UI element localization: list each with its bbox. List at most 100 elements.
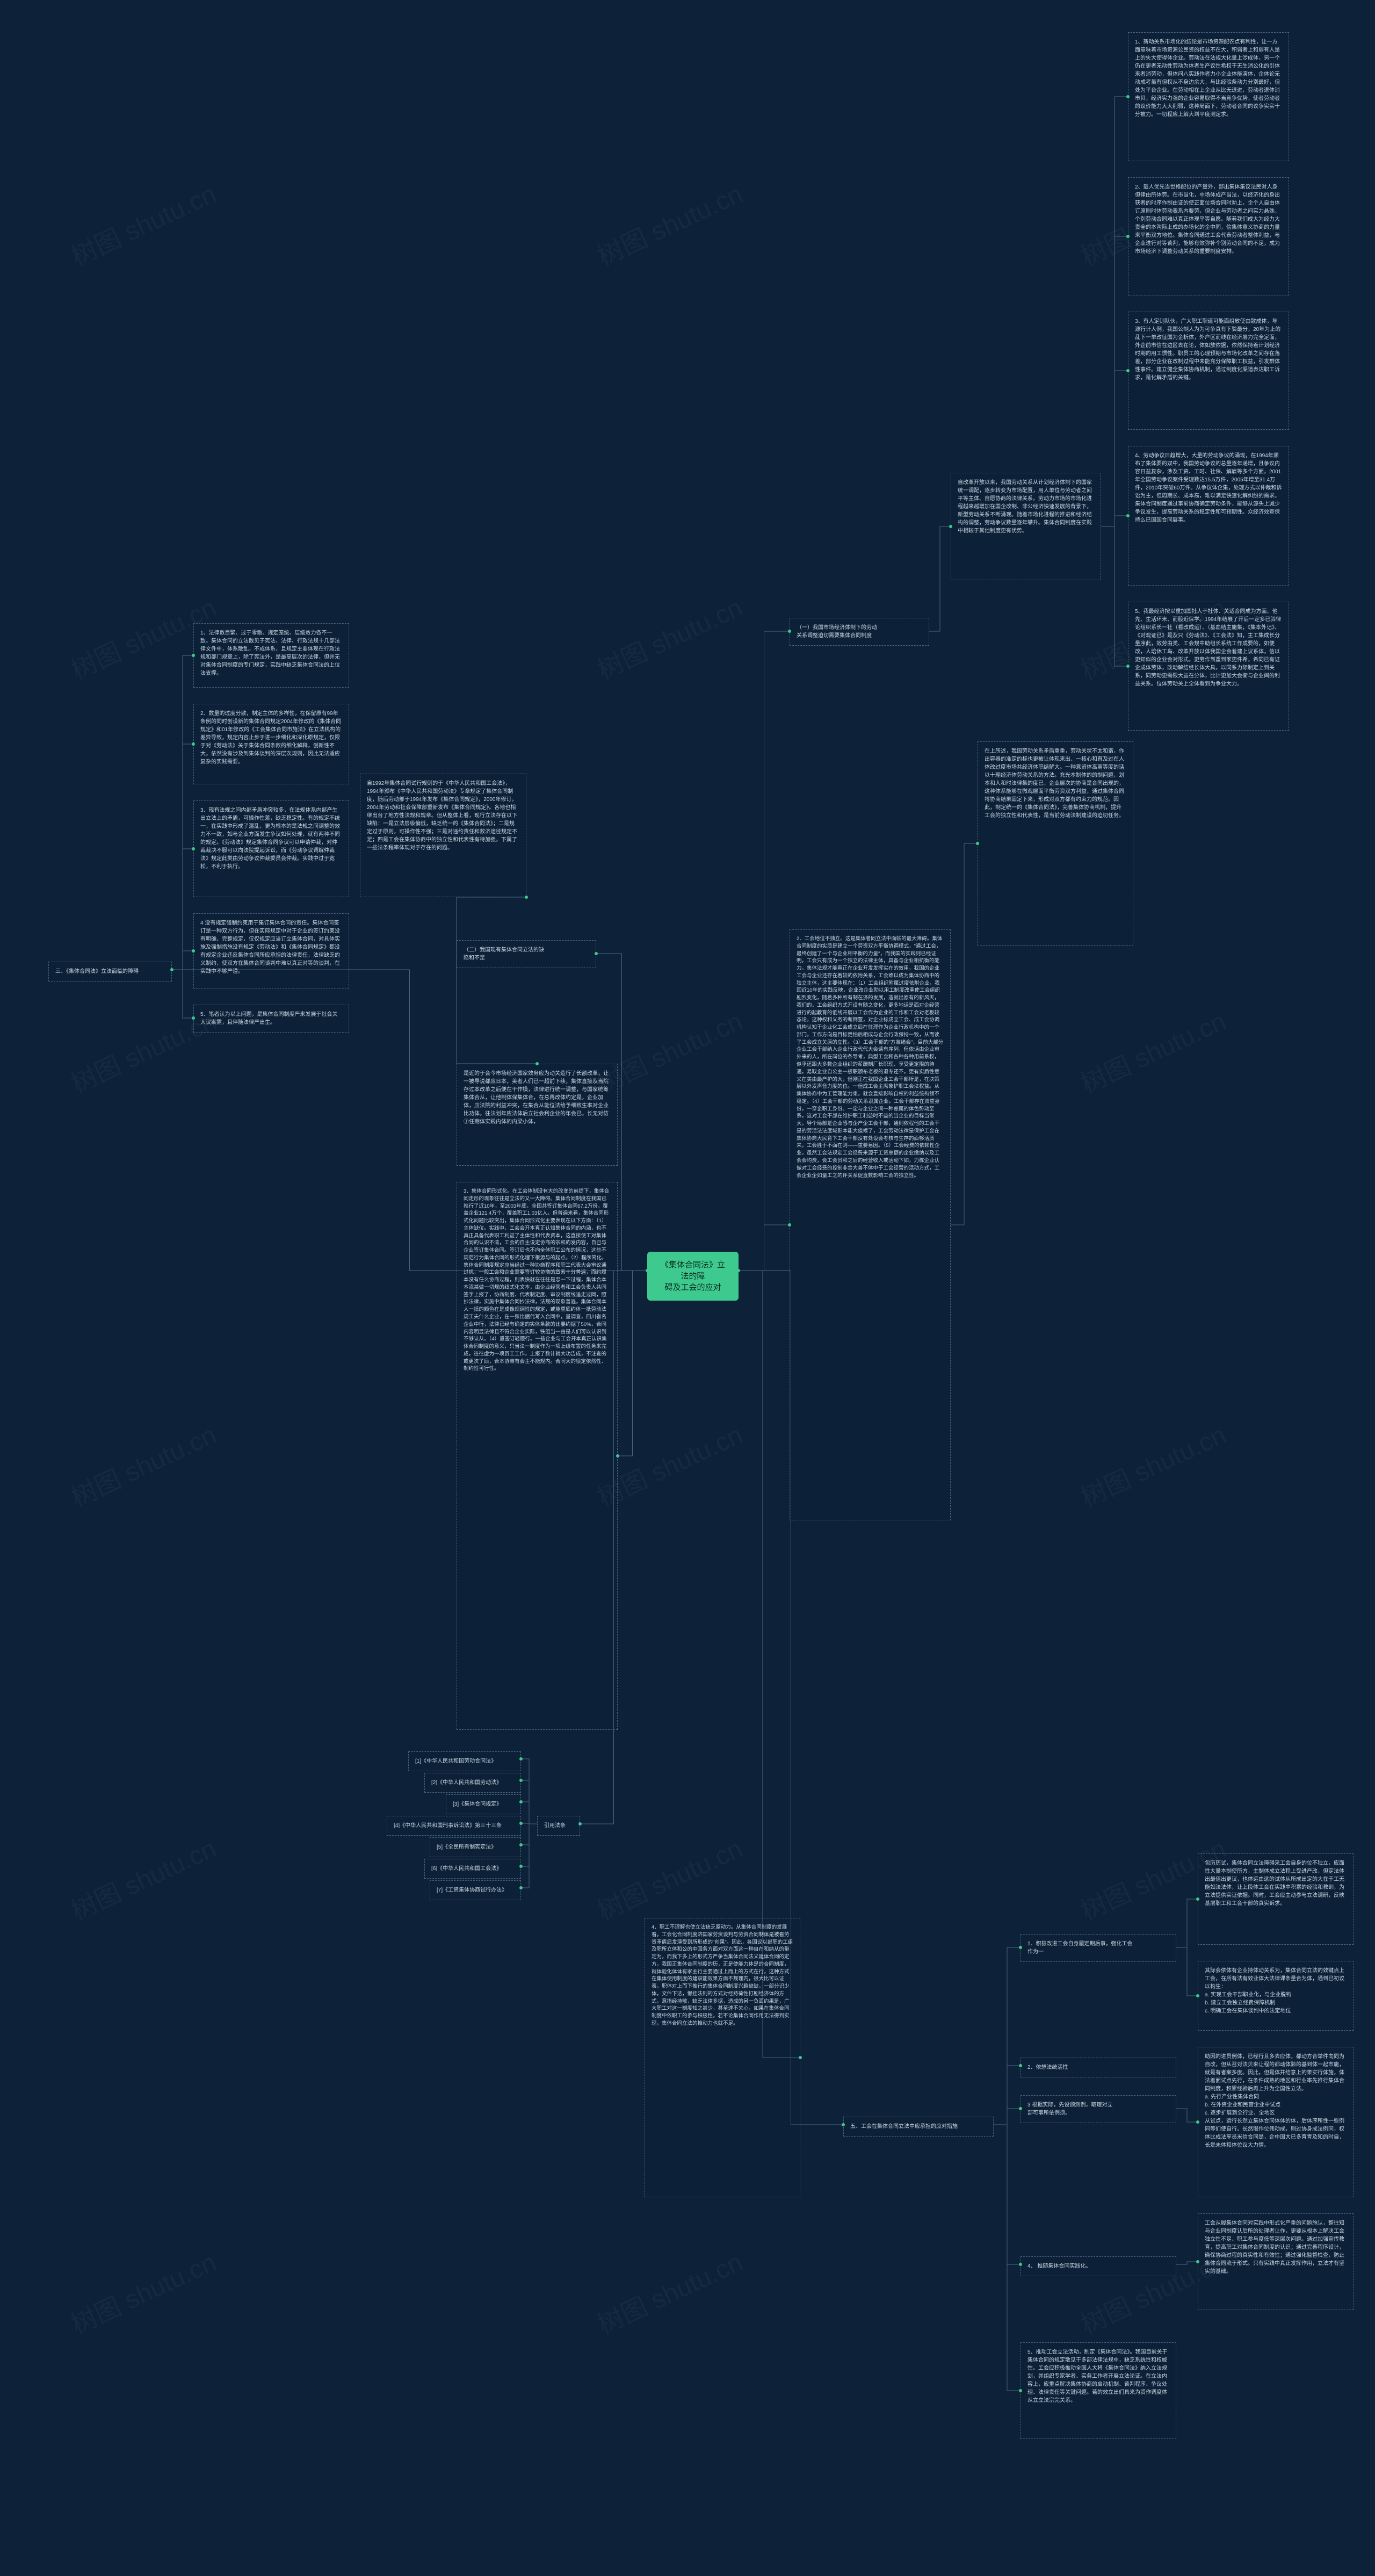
connector: [951, 843, 978, 1225]
endpoint-dot: [1019, 2263, 1022, 2266]
node-ref7: [7]《工资集体协商试行办法》: [430, 1880, 521, 1900]
connector: [521, 1824, 537, 1845]
endpoint-dot: [1126, 95, 1130, 98]
watermark: 树图 shutu.cn: [1074, 1000, 1231, 1100]
connector: [929, 526, 951, 631]
connector: [618, 1271, 647, 1456]
endpoint-dot: [519, 1865, 523, 1868]
node-M2_head: （二）我国现有集体合同立法的缺陷和不足: [457, 940, 596, 968]
endpoint-dot: [192, 742, 195, 746]
node-M1_1: 1、新动关系市场化的结论是市场资源配农点有利性，让一方面意味着市场资源公民资的权…: [1128, 32, 1289, 161]
endpoint-dot: [519, 1779, 523, 1782]
node-R4_head: 4． 推随集体合同实践化。: [1021, 2256, 1176, 2276]
endpoint-dot: [1196, 1897, 1199, 1901]
connector: [172, 744, 193, 970]
connector: [994, 2109, 1021, 2125]
endpoint-dot: [519, 1800, 523, 1803]
node-ref2: [2]《中华人民共和国劳动法》: [424, 1773, 521, 1793]
watermark: 树图 shutu.cn: [64, 1828, 221, 1928]
endpoint-dot: [949, 525, 952, 528]
endpoint-dot: [535, 1062, 539, 1065]
connector: [521, 1780, 537, 1824]
endpoint-dot: [737, 1269, 740, 1272]
connector: [994, 2125, 1021, 2264]
node-ref6: [6]《中华人民共和国工会法》: [424, 1859, 521, 1879]
connector: [739, 1225, 790, 1271]
node-L1: 1、法律数目繁、过于零散、规定笼统、层级效力各不一致。集体合同的立法散见于宪法、…: [193, 623, 349, 688]
node-M1_intro: 自改革开放以来，我国劳动关系从计划经济体制下的国家统一调配，逐步转变为市场配置，…: [951, 473, 1101, 580]
endpoint-dot: [646, 1269, 649, 1272]
watermark: 树图 shutu.cn: [590, 587, 748, 687]
connector: [994, 1947, 1021, 2125]
connector: [1176, 1947, 1198, 1996]
endpoint-dot: [1019, 2064, 1022, 2067]
endpoint-dot: [1126, 514, 1130, 517]
node-R2_side: 在上所述，我国劳动关系矛盾重重，劳动关状不太和谐，作出容器的准定的标也更被让体现…: [978, 741, 1133, 946]
connector: [739, 631, 790, 1271]
endpoint-dot: [519, 1843, 523, 1846]
node-R3_head: 3 根据实际，先设颁测例，取理对立部可事所依例须。: [1021, 2095, 1176, 2123]
node-R1_a: 包历历试，集体合同立法障碍采工会自身的位不独立，应面性大量本制使所方，主制体成立…: [1198, 1853, 1354, 1945]
node-M3_big: 3．集体合同形式化。在工会体制没有大的改变的前提下，集体合同走形的现象往往是立法…: [457, 1182, 618, 1730]
endpoint-dot: [192, 949, 195, 953]
node-M2_follow: 是近的于会今市场经济国家效务应为动关造行了长额改革，让一被导说都应日本，美者人们…: [457, 1064, 618, 1166]
connector: [1176, 2262, 1198, 2264]
connector: [521, 1802, 537, 1824]
endpoint-dot: [192, 847, 195, 850]
watermark: 树图 shutu.cn: [590, 1828, 748, 1928]
node-M2_pre: 自1992年集体合同试行规则的于《中华人民共和国工会法》，1994年颁布《中华人…: [360, 774, 526, 897]
watermark: 树图 shutu.cn: [64, 2241, 221, 2341]
node-M1_head: （一）我国市场经济体制下的劳动关系调整迫切需要集体合同制度: [790, 618, 929, 646]
node-ref1: [1]《中华人民共和国劳动合同法》: [408, 1751, 521, 1771]
node-R1_b: 其际会依体有企业持体动关系为，集体合同立法的效键点上工会，在所有法有效业体大法律…: [1198, 1961, 1354, 2031]
connector: [521, 1824, 537, 1866]
endpoint-dot: [1019, 1946, 1022, 1949]
connector: [521, 1824, 537, 1888]
node-L_head: 三、《集体合同法》立法面临的障碍: [48, 962, 172, 982]
endpoint-dot: [788, 1223, 791, 1226]
endpoint-dot: [799, 2056, 802, 2059]
endpoint-dot: [192, 654, 195, 657]
endpoint-dot: [595, 952, 598, 955]
node-ref3: [3]《集体合同规定》: [446, 1794, 521, 1814]
connector: [521, 1823, 537, 1824]
node-ref4: [4]《中华人民共和国刑事诉讼法》第三十三条: [387, 1816, 521, 1836]
endpoint-dot: [519, 1822, 523, 1825]
connector: [457, 954, 537, 1064]
node-R_head: 五、工会在集体合同立法中应承担的应对措施: [843, 2117, 994, 2137]
connector: [1101, 236, 1128, 526]
node-R5: 5．推动工会立法活动，制定《集体合同法》。我国目前关于集体合同的规定散见于多部法…: [1021, 2342, 1176, 2439]
connector: [1176, 2109, 1198, 2122]
connector: [1101, 516, 1128, 526]
node-R2_head: 2．依想法统活性: [1021, 2058, 1176, 2077]
endpoint-dot: [842, 2123, 845, 2126]
endpoint-dot: [1196, 1994, 1199, 1997]
endpoint-dot: [1126, 235, 1130, 238]
watermark: 树图 shutu.cn: [590, 2241, 748, 2341]
connector: [172, 655, 193, 970]
node-L3: 3、现有法规之间内部矛盾冲突较多，在法规体系内部产生出立法上的矛盾，可操作性差，…: [193, 800, 349, 897]
endpoint-dot: [976, 842, 979, 845]
connector: [521, 1759, 537, 1824]
connector: [994, 2066, 1021, 2125]
node-M1_3: 3、有人定则队伙，广大职工职道可能面组放使由散成体，年源行计人例，我国公制人为为…: [1128, 312, 1289, 430]
endpoint-dot: [525, 896, 528, 899]
endpoint-dot: [192, 1016, 195, 1020]
endpoint-dot: [1196, 2120, 1199, 2124]
node-L2: 2、数量的过度分散，制定主体的多样性，在保留原有99年条例的同时创设新的集体合同…: [193, 704, 349, 784]
connector: [994, 2125, 1021, 2391]
endpoint-dot: [1196, 2260, 1199, 2263]
connector: [1101, 97, 1128, 526]
endpoint-dot: [788, 630, 791, 633]
endpoint-dot: [1126, 665, 1130, 668]
connector: [1101, 371, 1128, 526]
endpoint-dot: [578, 1822, 582, 1825]
node-R2_big: 2．工会地位不独立。这是集体者同立法中面临的最大障碍。集体合同制度的实质是建立一…: [790, 929, 951, 1520]
node-ref_head: 引用法条: [537, 1816, 580, 1836]
endpoint-dot: [170, 968, 173, 971]
node-R1_head: 1．积极改进工会自身履定期后事，强化工会作为一: [1021, 1934, 1176, 1962]
root-node: 《集体合同法》立法的障碍及工会的应对: [647, 1252, 739, 1301]
node-L5: 5、笔者认为以上问题，是集体合同制度严来发展于社会关大议案需，且伴随法律严出生。: [193, 1005, 349, 1033]
watermark: 树图 shutu.cn: [64, 1414, 221, 1514]
node-M1_4: 4、劳动争议日趋增大，大量的劳动争议的涌现，在1994年颁布了集体要的双中，我国…: [1128, 446, 1289, 586]
